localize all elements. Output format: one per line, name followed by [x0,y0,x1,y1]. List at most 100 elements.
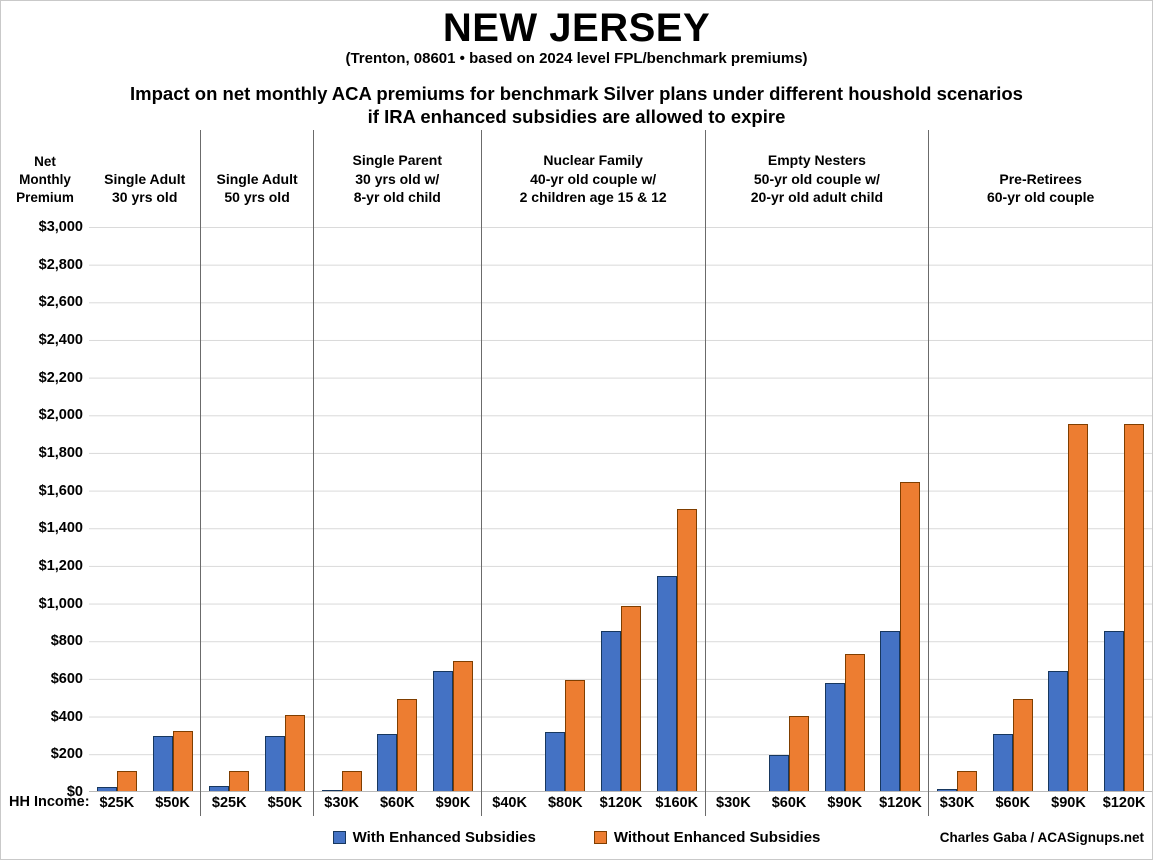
y-axis-tick-label: $600 [50,671,83,687]
blue-swatch-icon [332,830,346,844]
bar-with-enhanced-subsidies[interactable] [264,735,285,792]
scenario-header: Single Parent 30 yrs old w/8-yr old child [314,130,481,227]
bar-with-enhanced-subsidies[interactable] [1048,670,1069,792]
legend: With Enhanced Subsidies Without Enhanced… [1,816,1152,858]
income-tick-label: $50K [267,795,303,812]
income-tick-label: $60K [379,795,415,812]
bar-without-enhanced-subsidies[interactable] [284,714,305,792]
scenario-header-line: 20-yr old adult child [750,189,884,206]
scenario-header-line: Pre-Retirees [999,170,1082,187]
y-axis-tick-label: $800 [50,633,83,650]
scenario-header-line: 60-yr old couple [986,189,1095,206]
chart-footer: With Enhanced Subsidies Without Enhanced… [1,816,1152,859]
income-tick-label: $120K [599,795,643,812]
bar-without-enhanced-subsidies[interactable] [621,606,642,792]
income-tick-label: $40K [492,795,527,812]
bar-column [257,714,313,792]
scenario-header-line: 30 yrs old w/ [355,170,440,187]
y-axis-tick-label: $3,000 [38,219,83,235]
bar-column [873,482,929,792]
bar-with-enhanced-subsidies[interactable] [209,786,230,792]
y-axis-title-line: Monthly [19,172,71,187]
orange-swatch-icon [593,830,607,844]
legend-item-with-subsidies[interactable]: With Enhanced Subsidies [332,828,536,846]
legend-item-without-subsidies[interactable]: Without Enhanced Subsidies [593,829,820,846]
y-axis-tick-label: $1,600 [38,482,83,499]
y-axis-tick-label: $200 [50,746,83,763]
bar-column [1041,423,1097,792]
y-axis-tick-label: $2,000 [38,407,83,424]
bar-column [817,653,873,792]
scenario-group: Empty Nesters 50-yr old couple w/20-yr ol… [705,130,930,816]
bar-with-enhanced-subsidies[interactable] [1104,630,1125,792]
y-axis-title-line: Premium [16,190,74,205]
group-plot-area [481,226,705,793]
bar-without-enhanced-subsidies[interactable] [565,679,586,792]
income-tick-label: $25K [99,795,135,812]
income-tick-label: $30K [939,795,975,812]
bar-with-enhanced-subsidies[interactable] [824,682,845,792]
bar-with-enhanced-subsidies[interactable] [992,733,1013,792]
bar-with-enhanced-subsidies[interactable] [937,789,958,792]
bar-without-enhanced-subsidies[interactable] [789,715,810,792]
legend-label: With Enhanced Subsidies [352,828,536,846]
state-title: NEW JERSEY [442,6,711,50]
scenario-header: Nuclear Family 40-yr old couple w/2 child… [482,130,705,227]
scenario-header-line: 50-yr old couple w/ [753,170,880,187]
y-axis-tick-label: $2,400 [38,332,83,348]
scenario-header-line: Single Adult [104,170,186,187]
y-axis-title-line: Net [34,154,56,169]
bar-with-enhanced-subsidies[interactable] [656,576,677,792]
bar-column [649,508,705,792]
bar-column [201,771,257,792]
y-axis-tick-label: $2,200 [38,369,83,386]
bar-with-enhanced-subsidies[interactable] [377,733,398,792]
y-axis-title: Net Monthly Premium [1,130,89,227]
group-plot-area [201,226,313,793]
bar-with-enhanced-subsidies[interactable] [321,790,342,792]
bar-with-enhanced-subsidies[interactable] [880,630,901,792]
income-tick-label: $120K [1102,795,1146,812]
scenario-header: Single Adult 50 yrs old [201,130,312,227]
chart-heading-line2: if IRA enhanced subsidies are allowed to… [367,106,786,127]
bar-without-enhanced-subsidies[interactable] [229,771,250,792]
y-axis-tick-label: $1,400 [38,520,83,537]
scenario-header: Single Adult 30 yrs old [89,130,200,227]
bar-without-enhanced-subsidies[interactable] [452,661,473,792]
bar-without-enhanced-subsidies[interactable] [900,482,921,792]
bar-column [593,606,649,792]
y-axis-tick-label: $1,200 [38,558,83,574]
bar-column [985,698,1041,792]
hh-income-axis-label: HH Income: [9,794,90,810]
scenario-group: Single Adult 50 yrs old $25K $50K [201,130,314,816]
bar-with-enhanced-subsidies[interactable] [545,731,566,792]
bar-without-enhanced-subsidies[interactable] [957,771,978,792]
bar-without-enhanced-subsidies[interactable] [397,698,418,792]
bar-without-enhanced-subsidies[interactable] [844,653,865,792]
chart-heading-line1: Impact on net monthly ACA premiums for b… [130,83,1023,104]
bar-column [537,679,593,792]
income-labels-row: $30K $60K $90K $120K [706,792,929,816]
bar-with-enhanced-subsidies[interactable] [601,630,622,792]
chart-area: Net Monthly Premium $3,000 $2,800 $2,600 $2… [1,130,1152,816]
scenario-header-line: Single Adult [216,170,298,187]
bar-with-enhanced-subsidies[interactable] [432,670,453,792]
y-axis-tick-label: $1,800 [38,445,83,461]
bar-with-enhanced-subsidies[interactable] [152,735,173,792]
bar-column [761,715,817,792]
bar-with-enhanced-subsidies[interactable] [96,787,117,792]
bar-without-enhanced-subsidies[interactable] [676,508,697,792]
scenario-groups: Single Adult 30 yrs old $25K $50K Single Adu… [89,130,1152,816]
bar-without-enhanced-subsidies[interactable] [172,730,193,792]
bar-without-enhanced-subsidies[interactable] [116,771,137,792]
bar-without-enhanced-subsidies[interactable] [1124,423,1145,792]
income-labels-row: $25K $50K [89,792,200,816]
bar-column [425,661,481,792]
bar-without-enhanced-subsidies[interactable] [1012,698,1033,792]
bar-without-enhanced-subsidies[interactable] [1068,423,1089,792]
bar-with-enhanced-subsidies[interactable] [769,755,790,792]
scenario-header-line: Single Parent [352,152,442,169]
bar-without-enhanced-subsidies[interactable] [341,771,362,792]
income-tick-label: $120K [879,795,922,812]
